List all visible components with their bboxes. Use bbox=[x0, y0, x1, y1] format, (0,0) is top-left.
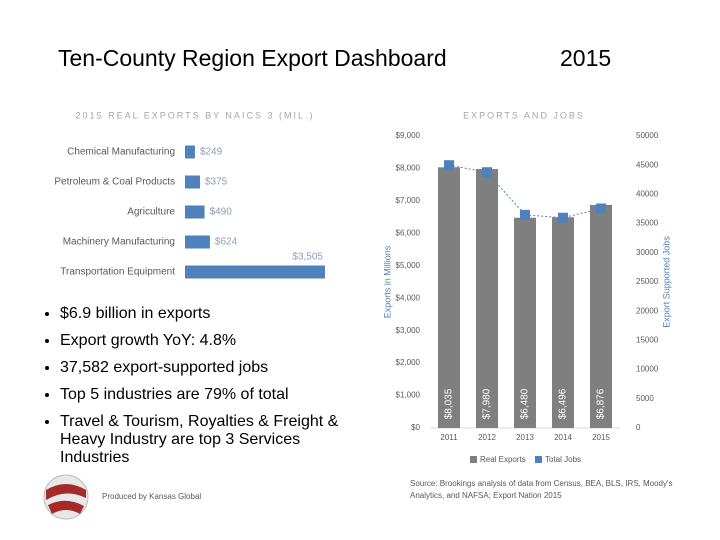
x-tick-label: 2014 bbox=[554, 433, 572, 442]
bar bbox=[185, 265, 325, 279]
y-tick-label: $3,000 bbox=[396, 326, 421, 335]
line-marker bbox=[558, 212, 568, 223]
value-label: $375 bbox=[205, 177, 228, 188]
bar bbox=[185, 205, 205, 219]
line-marker bbox=[482, 167, 492, 178]
x-tick-label: 2013 bbox=[516, 433, 534, 442]
y-tick-label: $9,000 bbox=[396, 131, 421, 140]
value-label: $8,035 bbox=[444, 388, 455, 419]
y2-tick-label: 40000 bbox=[636, 190, 659, 199]
y2-axis-label: Export Supported Jobs bbox=[661, 236, 671, 328]
legend-label: Total Jobs bbox=[545, 455, 581, 464]
y2-tick-label: 10000 bbox=[636, 365, 659, 374]
category-label: Chemical Manufacturing bbox=[67, 147, 175, 158]
y-tick-label: $2,000 bbox=[396, 358, 421, 367]
value-label: $6,496 bbox=[558, 388, 569, 419]
legend-swatch bbox=[535, 456, 542, 463]
legend-label: Real Exports bbox=[480, 455, 526, 464]
value-label: $6,876 bbox=[596, 388, 607, 419]
y-tick-label: $6,000 bbox=[396, 228, 421, 237]
bar bbox=[185, 175, 200, 189]
slide-title: Ten-County Region Export Dashboard bbox=[58, 45, 447, 71]
line-marker bbox=[596, 203, 606, 214]
value-label: $7,980 bbox=[482, 388, 493, 419]
y2-tick-label: 20000 bbox=[636, 306, 659, 315]
y2-tick-label: 45000 bbox=[636, 160, 659, 169]
bar bbox=[185, 235, 210, 249]
series-line bbox=[448, 164, 602, 219]
y-tick-label: $7,000 bbox=[396, 196, 421, 205]
bar bbox=[590, 204, 612, 428]
source-note: Source: Brookings analysis of data from … bbox=[410, 479, 673, 500]
chart-title: EXPORTS AND JOBS bbox=[463, 110, 585, 120]
y2-tick-label: 50000 bbox=[636, 131, 659, 140]
category-label: Agriculture bbox=[127, 207, 175, 218]
bullet: Top 5 industries are 79% of total bbox=[60, 386, 350, 404]
y2-tick-label: 5000 bbox=[636, 394, 654, 403]
x-tick-label: 2012 bbox=[478, 433, 496, 442]
value-label: $249 bbox=[200, 147, 223, 158]
y-tick-label: $4,000 bbox=[396, 293, 421, 302]
x-tick-label: 2015 bbox=[592, 433, 610, 442]
chart-title: 2015 REAL EXPORTS BY NAICS 3 (MIL.) bbox=[76, 110, 315, 120]
bullet: Export growth YoY: 4.8% bbox=[60, 332, 350, 350]
y2-tick-label: 35000 bbox=[636, 219, 659, 228]
y2-tick-label: 15000 bbox=[636, 336, 659, 345]
y-tick-label: $5,000 bbox=[396, 261, 421, 270]
bullet: $6.9 billion in exports bbox=[60, 305, 350, 323]
legend-swatch bbox=[470, 456, 477, 463]
y2-tick-label: 0 bbox=[636, 423, 641, 432]
bullet-list: $6.9 billion in exports Export growth YoY… bbox=[42, 305, 350, 476]
bullet: Travel & Tourism, Royalties & Freight & … bbox=[60, 413, 350, 467]
bar bbox=[552, 217, 574, 428]
category-label: Machinery Manufacturing bbox=[63, 237, 175, 248]
y-axis-label: Exports in Millions bbox=[382, 245, 392, 318]
line-marker bbox=[444, 160, 454, 171]
x-tick-label: 2011 bbox=[440, 433, 458, 442]
credit: Produced by Kansas Global bbox=[102, 492, 202, 501]
bar bbox=[476, 169, 498, 429]
bar bbox=[185, 145, 195, 159]
value-label: $3,505 bbox=[292, 252, 323, 263]
bar bbox=[438, 167, 460, 428]
category-label: Petroleum & Coal Products bbox=[54, 177, 175, 188]
slide-year: 2015 bbox=[560, 45, 611, 71]
category-label: Transportation Equipment bbox=[60, 267, 175, 278]
value-label: $6,480 bbox=[520, 388, 531, 419]
value-label: $624 bbox=[215, 237, 238, 248]
y2-tick-label: 30000 bbox=[636, 248, 659, 257]
y-tick-label: $8,000 bbox=[396, 164, 421, 173]
bar bbox=[514, 217, 536, 428]
logo bbox=[43, 474, 89, 520]
y-tick-label: $0 bbox=[411, 423, 420, 432]
y-tick-label: $1,000 bbox=[396, 391, 421, 400]
value-label: $490 bbox=[210, 207, 233, 218]
bullet: 37,582 export-supported jobs bbox=[60, 359, 350, 377]
y2-tick-label: 25000 bbox=[636, 277, 659, 286]
line-marker bbox=[520, 209, 530, 220]
